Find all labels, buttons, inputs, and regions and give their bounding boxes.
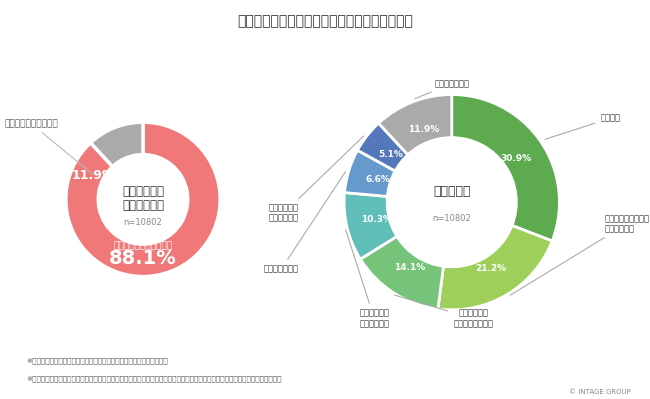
Text: 11.9%: 11.9%: [408, 125, 439, 134]
Text: 21.2%: 21.2%: [476, 265, 507, 273]
Text: 14.1%: 14.1%: [394, 263, 425, 272]
Text: 主食・主菜は
そろっている: 主食・主菜は そろっている: [346, 230, 389, 328]
Text: 主食以外に、
牛乳か果物がある: 主食以外に、 牛乳か果物がある: [395, 295, 493, 328]
Text: 6.6%: 6.6%: [365, 175, 390, 184]
Text: 主食は食べない: 主食は食べない: [264, 172, 345, 273]
Text: ※日によって食べている物が異なる場合は、最も頻度が高い内容を回答: ※日によって食べている物が異なる場合は、最も頻度が高い内容を回答: [26, 357, 168, 364]
Text: ふだん朝食を食べている: ふだん朝食を食べている: [114, 241, 172, 250]
Text: 図表１：朝食を食べているかどうかとその内容: 図表１：朝食を食べているかどうかとその内容: [237, 14, 413, 28]
Text: 朝食を食べて: 朝食を食べて: [122, 185, 164, 198]
Text: ※主食（ごはん、パン、麺）、主菜（肉、魚、卵、大豆料理）、副菜（野菜、きのこ、イモ、海藻料理）とそれぞれ例示して聴取: ※主食（ごはん、パン、麺）、主菜（肉、魚、卵、大豆料理）、副菜（野菜、きのこ、イ…: [26, 375, 281, 382]
Text: © INTAGE GROUP: © INTAGE GROUP: [569, 389, 630, 395]
Text: 主食・主菜・副菜が
そろっている: 主食・主菜・副菜が そろっている: [510, 214, 649, 295]
Wedge shape: [360, 236, 443, 309]
Wedge shape: [452, 95, 560, 241]
Text: 5.1%: 5.1%: [378, 150, 404, 159]
Text: いるかどうか: いるかどうか: [122, 199, 164, 212]
Text: 30.9%: 30.9%: [500, 154, 531, 163]
Text: 朝食の内容: 朝食の内容: [433, 185, 471, 198]
Text: 11.9%: 11.9%: [72, 169, 114, 182]
Wedge shape: [438, 225, 552, 310]
Wedge shape: [90, 122, 143, 166]
Wedge shape: [344, 193, 397, 259]
Text: n=10802: n=10802: [124, 218, 162, 227]
Text: 朝食は食べない: 朝食は食べない: [415, 79, 469, 99]
Text: 主食・副菜は
そろっている: 主食・副菜は そろっている: [269, 136, 363, 223]
Text: ふだん朝食は食べない: ふだん朝食は食べない: [4, 119, 94, 175]
Wedge shape: [66, 122, 220, 277]
Wedge shape: [378, 95, 452, 155]
Text: 88.1%: 88.1%: [109, 249, 177, 268]
Text: n=10802: n=10802: [432, 214, 471, 223]
Wedge shape: [344, 150, 395, 196]
Text: 10.3%: 10.3%: [361, 215, 392, 224]
Text: 主食のみ: 主食のみ: [545, 114, 620, 139]
Wedge shape: [358, 123, 408, 171]
